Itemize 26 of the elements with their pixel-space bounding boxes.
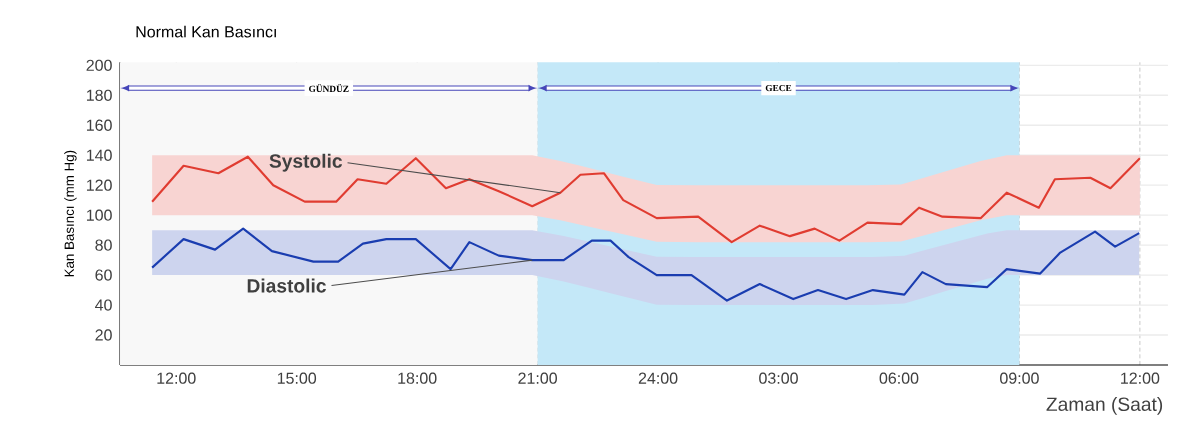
x-tick-label: 12:00 [1121, 372, 1160, 384]
x-tick-label: 21:00 [518, 372, 557, 384]
x-axis-title: Zaman (Saat) [1046, 396, 1163, 415]
y-tick-label: 120 [86, 179, 112, 191]
x-tick-label: 06:00 [879, 372, 919, 384]
series-label: Systolic [269, 153, 343, 172]
y-tick-label: 20 [95, 329, 112, 341]
y-tick-label: 100 [86, 209, 112, 221]
series-label: Diastolic [247, 278, 326, 293]
x-tick-label: 12:00 [157, 372, 196, 384]
y-tick-label: 140 [86, 149, 112, 161]
band-label: GECE [765, 84, 792, 92]
y-tick-label: 60 [95, 269, 112, 281]
y-tick-label: 200 [86, 59, 112, 71]
y-tick-label: 80 [95, 239, 112, 251]
x-tick-label: 09:00 [1000, 372, 1039, 384]
x-tick-label: 24:00 [638, 372, 678, 384]
y-tick-label: 180 [86, 89, 112, 101]
y-axis-title: Kan Basıncı (mm Hg) [64, 150, 77, 277]
x-tick-label: 15:00 [277, 372, 317, 384]
band-label: GÜNDÜZ [309, 84, 349, 92]
chart-title: Normal Kan Basıncı [136, 25, 276, 38]
y-tick-label: 40 [95, 299, 112, 311]
x-tick-label: 03:00 [759, 372, 798, 384]
y-tick-label: 160 [86, 119, 112, 131]
x-tick-label: 18:00 [398, 372, 437, 384]
